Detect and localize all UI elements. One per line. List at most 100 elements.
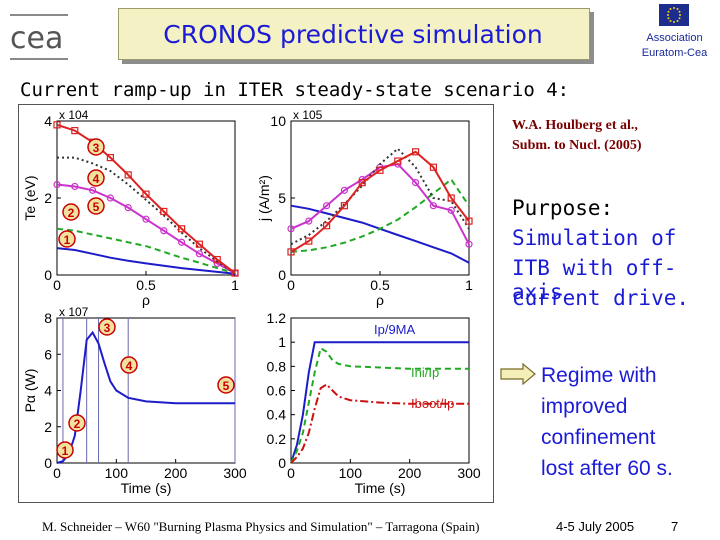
- timestep-marker: [120, 356, 138, 374]
- timestep-marker: [217, 376, 235, 394]
- series-point: [53, 180, 61, 189]
- series-point: [465, 240, 473, 248]
- slide-title: CRONOS predictive simulation: [163, 20, 543, 49]
- series-point: [465, 217, 473, 225]
- y-multiplier: x 107: [59, 305, 89, 319]
- series-point: [358, 178, 366, 187]
- x-tick-label: 100: [105, 465, 129, 481]
- series-point: [195, 250, 203, 258]
- timestep-marker: [68, 414, 86, 432]
- series-point: [412, 178, 420, 187]
- x-tick-label: 1: [231, 277, 239, 293]
- series-point: [305, 237, 313, 245]
- conclusion-line: confinement: [541, 426, 656, 449]
- x-tick-label: 0: [53, 277, 61, 293]
- purpose-line: current drive.: [512, 286, 690, 310]
- conclusion-line: improved: [541, 395, 628, 418]
- series-point: [447, 194, 455, 202]
- y-tick-label: 0: [44, 455, 52, 471]
- association-label: Association: [646, 32, 703, 44]
- y-tick-label: 1: [278, 334, 286, 350]
- timestep-number: 1: [64, 233, 71, 247]
- footer-citation: M. Schneider – W60 "Burning Plasma Physi…: [42, 519, 480, 534]
- series-label: Ip/9MA: [374, 322, 416, 337]
- y-tick-label: 6: [44, 346, 52, 362]
- series-point: [376, 166, 384, 174]
- series-point: [340, 202, 348, 210]
- series-line: [56, 123, 236, 274]
- series-line: [290, 178, 470, 253]
- timestep-number: 3: [104, 321, 111, 335]
- reference-authors: W.A. Houlberg et al.,: [512, 118, 638, 133]
- series-line: [56, 227, 236, 275]
- series-point: [412, 148, 420, 156]
- series-line: [290, 383, 469, 464]
- y-axis-label: j (A/m²): [256, 175, 272, 222]
- y-axis-label: Pα (W): [22, 369, 38, 413]
- timestep-number: 1: [62, 444, 69, 458]
- series-point: [178, 238, 186, 246]
- x-tick-label: 300: [223, 465, 247, 481]
- y-multiplier: x 104: [59, 108, 89, 122]
- timestep-number: 2: [68, 206, 75, 220]
- series-point: [71, 127, 79, 135]
- y-tick-label: 2: [44, 190, 52, 206]
- x-axis-label: ρ: [376, 292, 384, 308]
- series-point: [429, 202, 437, 210]
- x-tick-label: 0: [287, 465, 295, 481]
- simulation-figure: 0 0.5 1 0 2 4 ρ Te (eV) x 104 3 4 2 5 1 0 0.5 1 0 5 10 ρ j (A…: [18, 104, 494, 503]
- footer-date: 4-5 July 2005: [556, 519, 635, 534]
- timestep-marker: [58, 230, 76, 248]
- y-tick-label: 0: [278, 455, 286, 471]
- series-point: [340, 186, 348, 194]
- series-point: [124, 171, 132, 179]
- x-tick-label: 200: [164, 465, 188, 481]
- series-point: [323, 222, 331, 230]
- series-point: [71, 182, 79, 191]
- right-arrow-icon: [499, 362, 539, 386]
- series-point: [195, 240, 203, 248]
- series-point: [142, 215, 150, 223]
- series-line: [290, 346, 469, 464]
- series-point: [106, 194, 115, 202]
- section-heading: Current ramp-up in ITER steady-state sce…: [20, 79, 570, 101]
- series-point: [323, 202, 331, 210]
- plot-frame: [290, 317, 470, 464]
- y-tick-label: 0.8: [267, 358, 287, 374]
- y-tick-label: 1.2: [267, 310, 287, 326]
- y-tick-label: 2: [44, 419, 52, 435]
- cea-logo: cea: [8, 12, 78, 62]
- series-point: [142, 190, 150, 198]
- y-tick-label: 0.6: [267, 383, 287, 399]
- series-line: [290, 341, 469, 464]
- y-tick-label: 5: [278, 190, 286, 206]
- series-point: [305, 217, 313, 225]
- x-tick-label: 300: [457, 465, 481, 481]
- series-point: [213, 256, 221, 264]
- series-point: [287, 248, 295, 256]
- series-line: [56, 247, 236, 275]
- x-axis-label: Time (s): [355, 480, 406, 496]
- x-tick-label: 0: [53, 465, 61, 481]
- association-name: Euratom-Cea: [641, 47, 708, 59]
- y-tick-label: 10: [270, 113, 286, 129]
- timestep-number: 5: [223, 379, 230, 393]
- timestep-number: 4: [126, 359, 133, 373]
- purpose-line: Simulation of: [512, 226, 677, 250]
- series-point: [88, 186, 97, 194]
- x-tick-label: 0: [287, 277, 295, 293]
- y-tick-label: 4: [44, 113, 52, 129]
- x-axis-label: ρ: [142, 292, 150, 308]
- y-tick-label: 8: [44, 310, 52, 326]
- series-point: [178, 225, 186, 233]
- reference-journal: Subm. to Nucl. (2005): [512, 138, 642, 153]
- x-tick-label: 100: [339, 465, 363, 481]
- series-point: [106, 153, 115, 162]
- x-axis-label: Time (s): [121, 480, 172, 496]
- x-tick-label: 1: [465, 277, 473, 293]
- series-line: [290, 147, 470, 246]
- y-tick-label: 4: [44, 383, 52, 399]
- timestep-marker: [87, 138, 105, 156]
- timestep-marker: [87, 169, 105, 187]
